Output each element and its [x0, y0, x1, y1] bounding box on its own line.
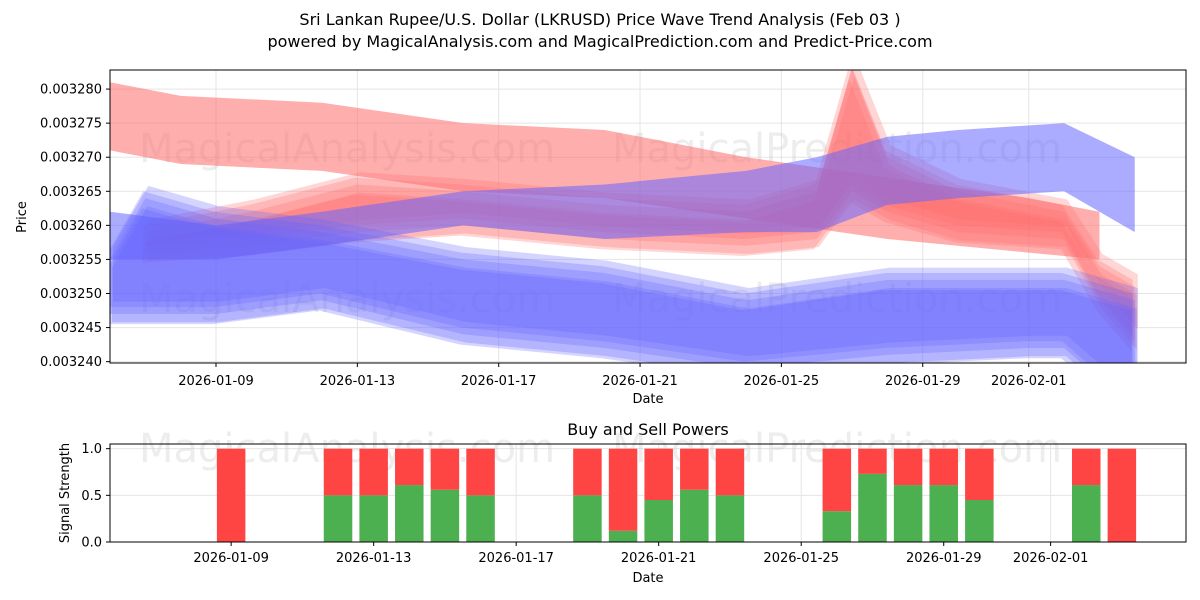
chart-title: Sri Lankan Rupee/U.S. Dollar (LKRUSD) Pr…	[299, 10, 900, 29]
buy-power-bar	[715, 495, 745, 542]
price-x-tick-label: 2026-01-09	[178, 374, 254, 389]
price-y-tick-label: 0.003265	[40, 185, 102, 200]
sell-power-bar	[822, 448, 852, 512]
buy-power-bar	[608, 530, 638, 542]
buy-power-bar	[680, 489, 709, 542]
price-x-tick-label: 2026-01-13	[320, 374, 396, 389]
sell-power-bar	[466, 448, 495, 496]
buy-power-bar	[965, 500, 994, 542]
sell-power-bar	[929, 448, 958, 486]
signal-x-tick-label: 2026-01-09	[193, 551, 269, 566]
buy-power-bar	[430, 489, 460, 542]
sell-power-bar	[858, 448, 887, 474]
wave-band-blue-wave-lower	[110, 198, 1135, 363]
wave-band-red-wave-lower	[145, 70, 1135, 342]
wave-band-blue-wave-lower	[110, 208, 1132, 363]
sell-power-bar	[359, 448, 388, 496]
sell-power-bar	[644, 448, 673, 500]
wave-band-blue-wave-lower	[113, 185, 1138, 363]
buy-power-bar	[573, 495, 602, 542]
price-x-tick-label: 2026-01-17	[461, 374, 537, 389]
signal-y-tick-label: 0.0	[81, 536, 102, 551]
watermark-text: MagicalAnalysis.com	[139, 276, 555, 322]
sell-power-bar	[395, 448, 424, 486]
sell-power-bar	[608, 448, 638, 531]
price-y-tick-label: 0.003280	[40, 83, 102, 98]
watermark-text: MagicalPrediction.com	[612, 276, 1062, 322]
signal-x-tick-label: 2026-01-13	[336, 551, 412, 566]
sell-power-bar	[1107, 448, 1137, 542]
price-x-tick-label: 2026-01-25	[744, 374, 820, 389]
price-y-tick-label: 0.003260	[40, 219, 102, 234]
price-plot-frame	[109, 69, 1187, 364]
price-y-axis-label: Price	[15, 201, 30, 233]
buy-power-bar	[359, 495, 388, 542]
buy-power-bar	[858, 473, 887, 542]
signal-x-tick-label: 2026-01-25	[763, 551, 839, 566]
wave-band-blue-wave-lower	[112, 206, 1137, 363]
signal-plot-frame	[109, 443, 1187, 543]
signal-y-tick-label: 1.0	[81, 442, 102, 457]
signal-y-tick-label: 0.5	[81, 489, 102, 504]
price-panel: MagicalAnalysis.com MagicalPrediction.com…	[15, 69, 1187, 407]
sell-power-bar	[573, 448, 602, 496]
price-x-tick-label: 2026-01-29	[885, 374, 961, 389]
price-x-tick-label: 2026-01-21	[602, 374, 678, 389]
price-x-axis-label: Date	[632, 392, 663, 407]
signal-x-tick-label: 2026-01-17	[478, 551, 554, 566]
buy-power-bar	[893, 485, 923, 542]
buy-power-bar	[929, 485, 958, 542]
signal-y-axis-label: Signal Strength	[58, 443, 73, 543]
price-y-tick-label: 0.003270	[40, 151, 102, 166]
sell-power-bar	[216, 448, 246, 542]
buy-power-bar	[323, 495, 353, 542]
price-y-tick-label: 0.003255	[40, 253, 102, 268]
sell-power-bar	[715, 448, 745, 496]
price-y-tick-label: 0.003240	[40, 355, 102, 370]
sell-power-bar	[965, 448, 994, 500]
sell-power-bar	[893, 448, 923, 486]
wave-band-blue-wave-upper	[110, 123, 1135, 260]
buy-power-bar	[822, 511, 852, 542]
buy-power-bar	[644, 500, 673, 542]
buy-power-bar	[1071, 485, 1101, 542]
signal-x-axis-label: Date	[632, 571, 663, 586]
buy-power-bar	[466, 495, 495, 542]
buy-power-bar	[395, 485, 424, 542]
price-y-tick-label: 0.003245	[40, 321, 102, 336]
price-y-tick-label: 0.003250	[40, 287, 102, 302]
buy-sell-title: Buy and Sell Powers	[567, 420, 729, 439]
signal-x-tick-label: 2026-02-01	[1013, 551, 1089, 566]
chart-subtitle: powered by MagicalAnalysis.com and Magic…	[267, 32, 932, 51]
price-x-tick-label: 2026-02-01	[991, 374, 1067, 389]
sell-power-bar	[680, 448, 709, 490]
sell-power-bar	[430, 448, 460, 490]
price-y-tick-label: 0.003275	[40, 117, 102, 132]
sell-power-bar	[323, 448, 353, 496]
signal-x-tick-label: 2026-01-21	[621, 551, 697, 566]
buy-sell-panel: Buy and Sell Powers MagicalAnalysis.comM…	[58, 420, 1187, 586]
wave-band-blue-wave-lower	[110, 191, 1133, 363]
signal-x-tick-label: 2026-01-29	[906, 551, 982, 566]
sell-power-bar	[1071, 448, 1101, 486]
